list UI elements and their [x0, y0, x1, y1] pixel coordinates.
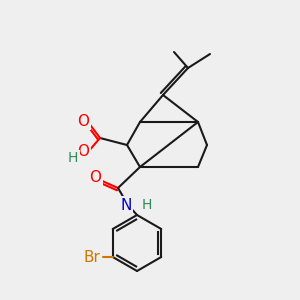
Text: O: O — [77, 113, 89, 128]
Text: H: H — [68, 151, 78, 165]
Text: O: O — [77, 143, 89, 158]
Text: H: H — [142, 198, 152, 212]
Text: Br: Br — [83, 250, 100, 265]
Text: N: N — [120, 197, 132, 212]
Text: O: O — [89, 170, 101, 185]
